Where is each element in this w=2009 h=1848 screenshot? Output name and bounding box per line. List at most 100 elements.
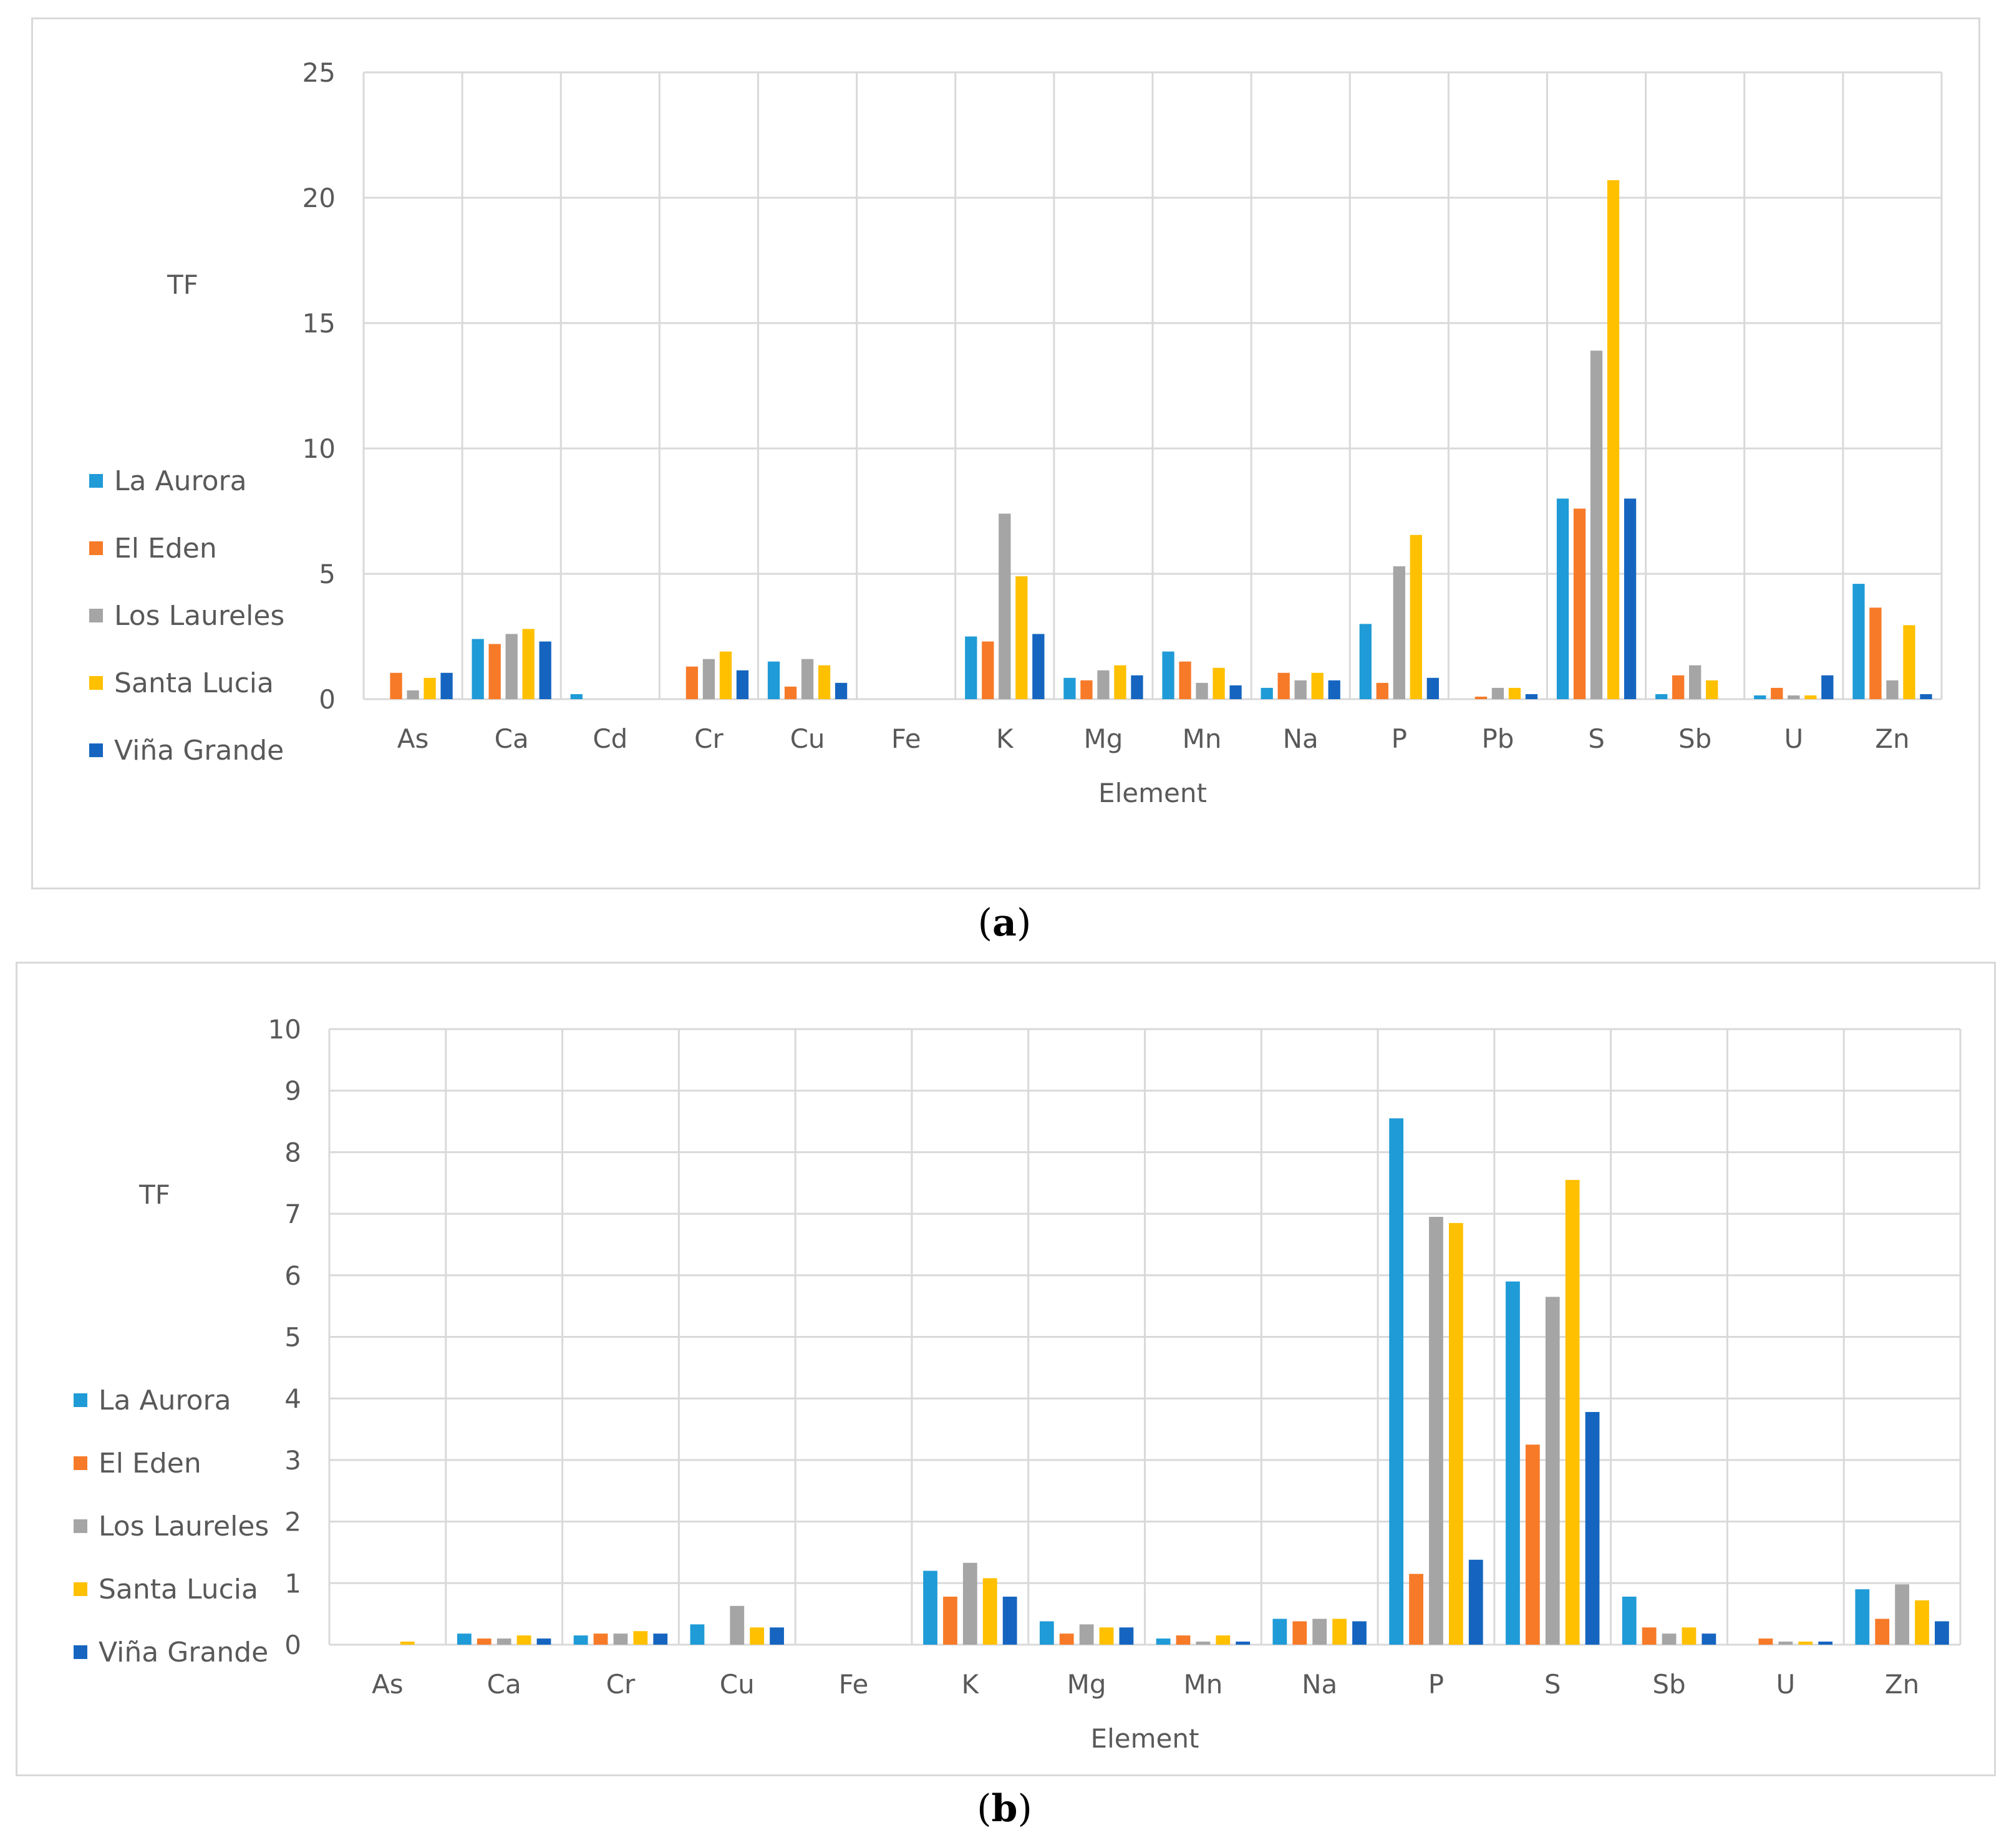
chart-b-y-tick-label: 8 — [284, 1137, 301, 1168]
chart-b-x-tick-label: K — [962, 1669, 980, 1700]
chart-b-bar-santa-lucia-u — [1798, 1642, 1813, 1645]
chart-b-bar-los-laureles-sb — [1662, 1633, 1677, 1645]
chart-a-legend-label: Santa Lucia — [114, 667, 274, 699]
chart-b-bar-la-aurora-s — [1506, 1281, 1520, 1645]
chart-b-bar-los-laureles-u — [1778, 1642, 1793, 1645]
chart-a-y-tick-label: 0 — [319, 684, 336, 715]
chart-a-x-tick-label: Sb — [1678, 723, 1711, 754]
chart-a-x-tick-label: As — [397, 723, 429, 754]
chart-a-bar-el-eden-u — [1771, 687, 1783, 699]
chart-b-bar-el-eden-na — [1292, 1621, 1307, 1645]
caption-b: b — [991, 1787, 1018, 1831]
chart-a-bar-el-eden-ca — [488, 644, 501, 699]
chart-b-bar-los-laureles-s — [1545, 1297, 1560, 1645]
chart-b-bar-la-aurora-sb — [1622, 1597, 1637, 1645]
chart-a-x-tick-label: Pb — [1481, 723, 1514, 754]
chart-a-bar-vi-a-grande-zn — [1920, 694, 1932, 699]
chart-b-bar-los-laureles-cu — [730, 1605, 745, 1645]
chart-a-bar-vi-a-grande-mn — [1229, 685, 1242, 699]
chart-a-bar-la-aurora-na — [1261, 687, 1273, 699]
chart-b-x-axis-title: Element — [1091, 1723, 1199, 1754]
chart-a-bar-la-aurora-ca — [472, 639, 484, 699]
chart-b-bar-el-eden-cr — [593, 1633, 608, 1645]
chart-b-bar-el-eden-u — [1758, 1638, 1773, 1645]
chart-a-x-tick-label: Cd — [593, 723, 627, 754]
chart-b-bar-el-eden-mn — [1176, 1635, 1191, 1645]
chart-a-bar-santa-lucia-na — [1311, 672, 1324, 699]
chart-a-bar-santa-lucia-p — [1410, 535, 1422, 699]
chart-b-bar-la-aurora-na — [1272, 1618, 1287, 1645]
chart-b-bar-vi-a-grande-zn — [1935, 1621, 1949, 1645]
chart-b-x-tick-label: Na — [1302, 1669, 1337, 1700]
chart-b-bar-vi-a-grande-cr — [653, 1633, 668, 1645]
chart-b-y-tick-label: 6 — [284, 1260, 301, 1291]
chart-b-bar-la-aurora-cu — [690, 1624, 705, 1645]
chart-a-x-tick-label: Mn — [1183, 723, 1222, 754]
chart-a-bar-los-laureles-sb — [1689, 665, 1702, 699]
chart-a-bar-santa-lucia-zn — [1903, 625, 1915, 699]
chart-b-y-tick-label: 9 — [284, 1076, 301, 1106]
chart-b-bar-los-laureles-ca — [496, 1638, 511, 1645]
chart-panel-b: 0 1 2 3 4 5 6 7 8 9 10 As Ca Cr Cu Fe K Mg Mn Na P S Sb U Zn Elem… — [16, 962, 1996, 1776]
chart-b-x-tick-label: Mn — [1183, 1669, 1222, 1700]
chart-a-bar-el-eden-zn — [1869, 607, 1882, 699]
chart-a-y-tick-label: 10 — [303, 433, 336, 464]
chart-a-legend-label: La Aurora — [114, 465, 247, 497]
chart-b-bar-vi-a-grande-ca — [536, 1638, 551, 1645]
chart-a-bar-santa-lucia-sb — [1706, 680, 1718, 699]
chart-b-bar-la-aurora-mn — [1156, 1638, 1171, 1645]
chart-a-bar-el-eden-na — [1277, 672, 1290, 699]
chart-a-x-tick-label: P — [1392, 723, 1407, 754]
chart-a-bar-los-laureles-mg — [1097, 670, 1110, 699]
chart-a-x-tick-label: Zn — [1875, 723, 1909, 754]
chart-a-y-axis-title: TF — [167, 269, 198, 300]
chart-a-y-tick-label: 15 — [303, 308, 336, 339]
chart-b-bar-el-eden-zn — [1875, 1618, 1890, 1645]
chart-b-legend-swatch — [74, 1645, 87, 1659]
chart-b-legend-label: Santa Lucia — [99, 1574, 258, 1605]
chart-b-y-tick-label: 10 — [268, 1014, 301, 1045]
chart-b-bar-vi-a-grande-na — [1352, 1621, 1367, 1645]
chart-b-svg: 0 1 2 3 4 5 6 7 8 9 10 As Ca Cr Cu Fe K Mg Mn Na P S Sb U Zn Elem… — [74, 1014, 1962, 1754]
chart-b-bar-los-laureles-zn — [1895, 1584, 1910, 1645]
chart-a-legend-swatch — [89, 474, 103, 488]
chart-a-bar-los-laureles-cu — [801, 659, 814, 699]
chart-b-bar-santa-lucia-cu — [750, 1627, 765, 1645]
chart-a-bar-santa-lucia-s — [1607, 180, 1620, 699]
chart-b-x-tick-label: Sb — [1652, 1669, 1685, 1700]
chart-b-bar-santa-lucia-na — [1332, 1618, 1347, 1645]
chart-a-bar-la-aurora-cu — [767, 661, 780, 699]
chart-b-bar-santa-lucia-ca — [516, 1635, 531, 1645]
chart-b-bar-santa-lucia-sb — [1682, 1627, 1697, 1645]
chart-a-x-tick-label: Ca — [495, 723, 529, 754]
chart-a-bar-santa-lucia-pb — [1508, 687, 1521, 699]
chart-b-x-tick-label: Ca — [487, 1669, 521, 1700]
chart-b-bar-vi-a-grande-mg — [1119, 1627, 1134, 1645]
chart-b-y-tick-label: 1 — [284, 1568, 301, 1599]
chart-a-bar-vi-a-grande-na — [1328, 680, 1340, 699]
chart-b-x-tick-label: S — [1544, 1669, 1561, 1700]
chart-a-bar-vi-a-grande-p — [1426, 677, 1439, 699]
chart-b-bar-la-aurora-p — [1389, 1118, 1404, 1645]
chart-b-bar-santa-lucia-cr — [633, 1631, 648, 1645]
chart-a-bar-vi-a-grande-k — [1032, 634, 1045, 699]
chart-b-bar-la-aurora-k — [923, 1570, 937, 1645]
chart-a-bar-los-laureles-u — [1788, 695, 1800, 699]
chart-a-bar-el-eden-cu — [784, 686, 797, 699]
caption-a: a — [992, 901, 1017, 945]
chart-a-bar-los-laureles-p — [1393, 566, 1405, 699]
chart-b-bar-santa-lucia-mn — [1216, 1635, 1231, 1645]
chart-b-bar-vi-a-grande-p — [1468, 1559, 1483, 1645]
chart-b-legend-swatch — [74, 1456, 87, 1470]
chart-b-bar-santa-lucia-zn — [1915, 1600, 1929, 1645]
chart-b-y-tick-label: 5 — [284, 1322, 301, 1353]
caption-a-container: (a) — [977, 901, 1032, 945]
chart-a-x-tick-label: Mg — [1083, 723, 1123, 754]
chart-b-x-tick-label: Fe — [839, 1669, 869, 1700]
chart-b-bar-el-eden-mg — [1059, 1633, 1074, 1645]
chart-a-bar-los-laureles-mn — [1196, 682, 1208, 699]
chart-panel-a: 0 5 10 15 20 25 As Ca Cd Cr Cu Fe K Mg Mn Na P Pb S Sb U Zn El… — [31, 17, 1980, 889]
chart-a-y-tick-label: 20 — [303, 183, 336, 213]
chart-a-bar-la-aurora-mn — [1162, 651, 1174, 699]
chart-a-bar-vi-a-grande-pb — [1525, 694, 1538, 699]
